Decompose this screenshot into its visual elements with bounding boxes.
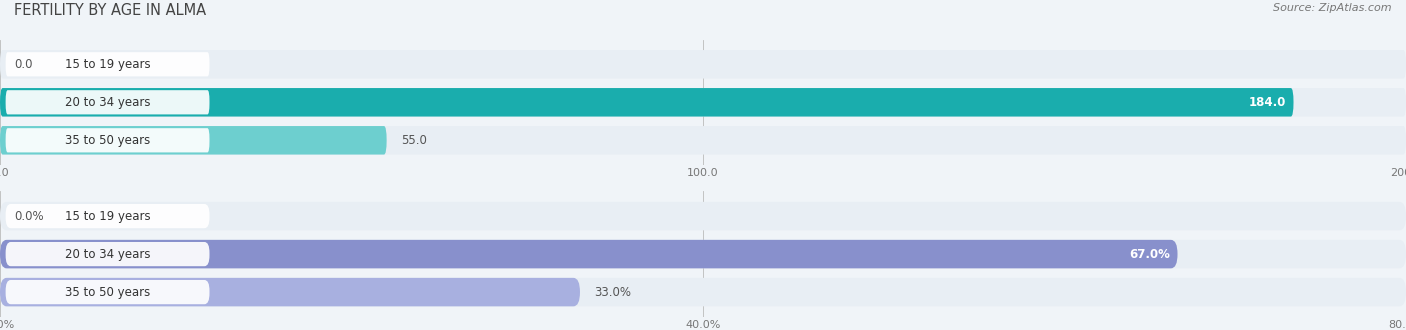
FancyBboxPatch shape	[0, 50, 1406, 79]
FancyBboxPatch shape	[6, 280, 209, 304]
Text: 0.0%: 0.0%	[14, 210, 44, 223]
FancyBboxPatch shape	[0, 240, 1177, 268]
FancyBboxPatch shape	[0, 278, 581, 306]
Text: 184.0: 184.0	[1249, 96, 1286, 109]
Text: 35 to 50 years: 35 to 50 years	[65, 285, 150, 299]
FancyBboxPatch shape	[0, 88, 1406, 116]
FancyBboxPatch shape	[0, 88, 1294, 116]
FancyBboxPatch shape	[6, 242, 209, 266]
Text: 55.0: 55.0	[401, 134, 426, 147]
Text: 0.0: 0.0	[14, 58, 32, 71]
Text: 67.0%: 67.0%	[1129, 248, 1170, 261]
FancyBboxPatch shape	[0, 202, 1406, 230]
Text: 33.0%: 33.0%	[593, 285, 631, 299]
FancyBboxPatch shape	[0, 240, 1406, 268]
FancyBboxPatch shape	[6, 204, 209, 228]
Text: Source: ZipAtlas.com: Source: ZipAtlas.com	[1274, 3, 1392, 13]
Text: FERTILITY BY AGE IN ALMA: FERTILITY BY AGE IN ALMA	[14, 3, 207, 18]
Text: 15 to 19 years: 15 to 19 years	[65, 58, 150, 71]
Text: 15 to 19 years: 15 to 19 years	[65, 210, 150, 223]
FancyBboxPatch shape	[6, 52, 209, 77]
Text: 35 to 50 years: 35 to 50 years	[65, 134, 150, 147]
Text: 20 to 34 years: 20 to 34 years	[65, 248, 150, 261]
FancyBboxPatch shape	[0, 126, 387, 154]
FancyBboxPatch shape	[0, 126, 1406, 154]
Text: 20 to 34 years: 20 to 34 years	[65, 96, 150, 109]
FancyBboxPatch shape	[6, 90, 209, 115]
FancyBboxPatch shape	[6, 128, 209, 152]
FancyBboxPatch shape	[0, 278, 1406, 306]
